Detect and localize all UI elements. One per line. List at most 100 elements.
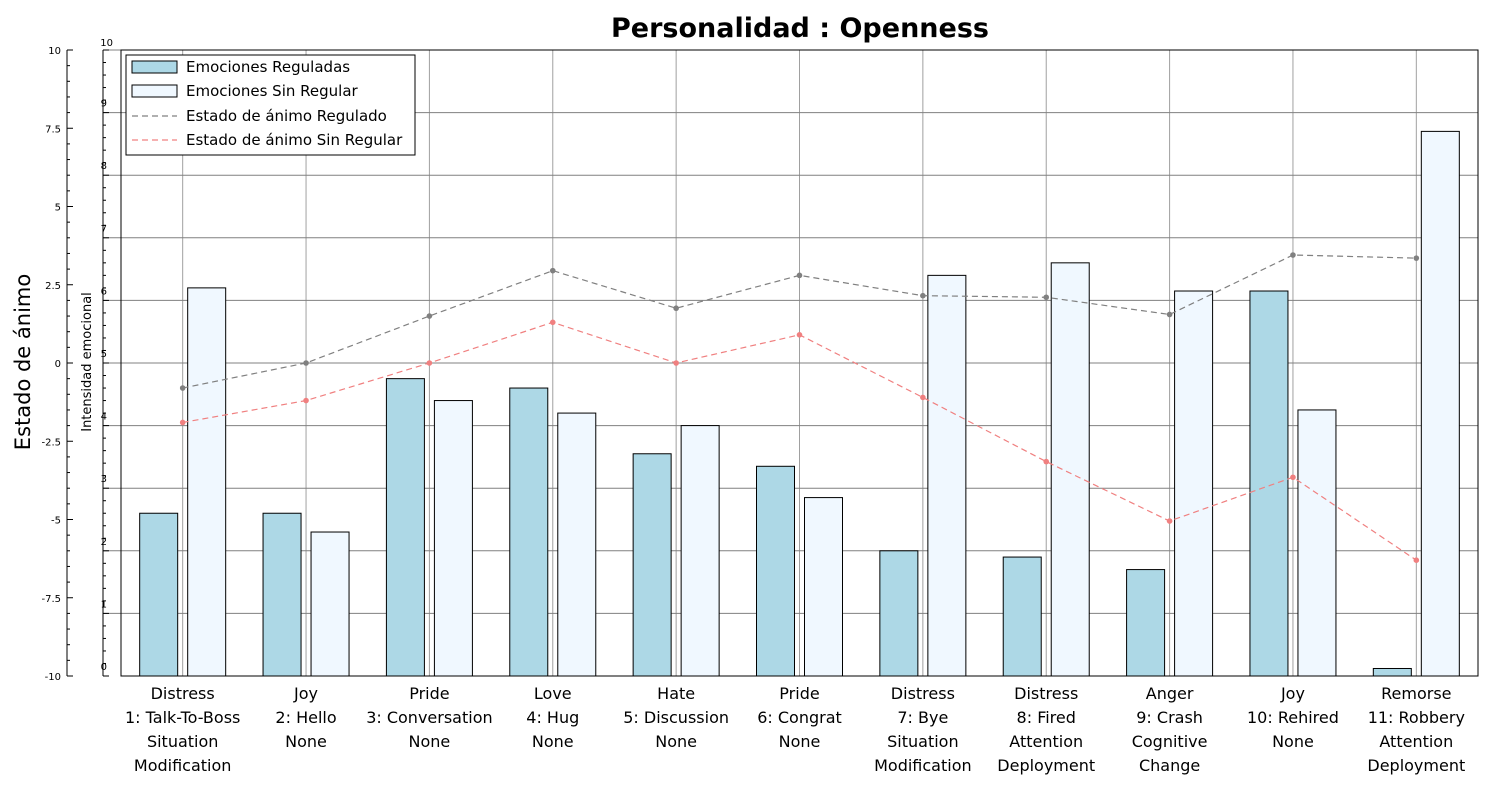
plot-frame — [120, 49, 1479, 677]
mood-unregulated-point — [1290, 474, 1296, 481]
x-category-label: Pride 6: Congrat None — [757, 684, 842, 751]
x-category-label: Joy 10: Rehired None — [1247, 684, 1339, 751]
x-category-label-line: 4: Hug — [526, 708, 579, 727]
x-category-label: Anger 9: Crash Cognitive Change — [1132, 684, 1208, 775]
mood-regulated-point — [1166, 311, 1173, 318]
x-category-label-line: Anger — [1146, 684, 1194, 703]
mood-regulated-point — [549, 267, 556, 274]
mood-unregulated-point — [426, 360, 433, 366]
lines-layer — [179, 252, 1420, 563]
left-tick-label: 10 — [48, 46, 61, 57]
legend-label: Estado de ánimo Regulado — [186, 107, 387, 125]
x-axis-labels: Distress 1: Talk-To-Boss Situation Modifica… — [125, 684, 1465, 775]
unregulated-bar — [557, 412, 597, 677]
unregulated-bar — [1297, 409, 1337, 677]
intensity-tick-label: 10 — [100, 38, 113, 49]
x-category-label-line: Deployment — [997, 756, 1095, 775]
mood-regulated-point — [1413, 255, 1420, 261]
x-category-label-line: Distress — [151, 684, 215, 703]
legend-label: Emociones Sin Regular — [186, 82, 359, 100]
x-category-label-line: Cognitive — [1132, 732, 1208, 751]
x-category-label: Distress 1: Talk-To-Boss Situation Modifica… — [125, 684, 240, 775]
x-category-label-line: None — [409, 732, 451, 751]
mood-unregulated-point — [1166, 518, 1173, 524]
legend-swatch — [131, 60, 178, 74]
chart-title: Personalidad : Openness — [611, 13, 989, 44]
mood-unregulated-point — [303, 397, 309, 404]
x-category-label-line: Joy — [293, 684, 318, 703]
x-category-label-line: None — [1272, 732, 1314, 751]
intensity-tick-label: 4 — [101, 412, 107, 423]
mood-unregulated-point — [796, 332, 803, 338]
x-category-label-line: Modification — [874, 756, 972, 775]
x-category-label-line: Situation — [887, 732, 958, 751]
mood-regulated-point — [1290, 252, 1296, 258]
x-category-label-line: Attention — [1379, 732, 1453, 751]
mood-unregulated-point — [920, 394, 926, 401]
x-category-label-line: Hate — [657, 684, 695, 703]
right-axis-label: Intensidad emocional — [80, 292, 95, 432]
regulated-bar — [1249, 290, 1289, 677]
intensity-tick-label: 5 — [101, 349, 107, 360]
regulated-bar — [385, 378, 425, 677]
x-category-label: Hate 5: Discussion None — [623, 684, 729, 751]
x-category-label-line: 8: Fired — [1017, 708, 1076, 727]
unregulated-bar — [310, 531, 350, 677]
intensity-tick-label: 7 — [101, 224, 107, 235]
x-category-label-line: Pride — [409, 684, 449, 703]
x-category-label-line: Situation — [147, 732, 218, 751]
left-axis-label: Estado de ánimo — [11, 274, 35, 450]
regulated-bar — [756, 465, 795, 677]
x-category-label-line: Change — [1139, 756, 1200, 775]
x-category-label-line: 11: Robbery — [1368, 708, 1465, 727]
x-category-label-line: None — [532, 732, 574, 751]
mood-unregulated-point — [179, 419, 186, 426]
x-category-label-line: Deployment — [1367, 756, 1465, 775]
mood-unregulated-point — [1413, 557, 1420, 563]
bars-layer — [139, 130, 1460, 677]
mood-regulated-point — [1043, 294, 1050, 301]
mood-regulated-point — [303, 360, 309, 366]
x-category-label: Joy 2: Hello None — [275, 684, 336, 751]
x-category-label-line: None — [779, 732, 821, 751]
x-category-label-line: Joy — [1280, 684, 1305, 703]
intensity-tick-label: 3 — [101, 474, 107, 485]
mood-regulated-point — [426, 313, 433, 319]
x-category-label: Distress 7: Bye Situation Modification — [874, 684, 972, 775]
unregulated-bar — [187, 287, 227, 677]
regulated-bar — [509, 387, 549, 677]
x-category-label: Love 4: Hug None — [526, 684, 579, 751]
unregulated-bar — [1174, 290, 1214, 677]
left-tick-label: 0 — [55, 359, 61, 370]
unregulated-bar — [927, 274, 967, 677]
x-category-label-line: Distress — [891, 684, 955, 703]
left-tick-label: -10 — [45, 672, 61, 683]
x-category-label-line: Love — [534, 684, 572, 703]
x-category-label: Distress 8: Fired Attention Deployment — [997, 684, 1095, 775]
legend: Emociones Reguladas Emociones Sin Regular… — [125, 54, 416, 156]
mood-unregulated-point — [1043, 458, 1050, 465]
mood-regulated-point — [920, 292, 926, 299]
mood-regulated-point — [673, 305, 679, 312]
legend-swatch — [131, 84, 178, 98]
regulated-bar — [632, 453, 672, 677]
x-category-label-line: 7: Bye — [897, 708, 948, 727]
regulated-bar — [262, 512, 302, 677]
x-category-label-line: 5: Discussion — [623, 708, 729, 727]
legend-label: Emociones Reguladas — [186, 58, 350, 76]
regulated-bar — [879, 550, 919, 677]
left-tick-label: -2.5 — [41, 437, 61, 448]
x-category-label-line: 10: Rehired — [1247, 708, 1339, 727]
left-tick-label: 5 — [55, 203, 61, 214]
x-category-label-line: 2: Hello — [275, 708, 336, 727]
mood-regulated-point — [179, 385, 186, 391]
x-category-label-line: Remorse — [1381, 684, 1451, 703]
mood-unregulated-point — [549, 319, 556, 326]
left-tick-label: -7.5 — [41, 594, 61, 605]
unregulated-bar — [433, 400, 473, 677]
regulated-bar — [139, 512, 179, 677]
left-tick-label: -5 — [51, 516, 61, 527]
mood-unregulated-point — [673, 360, 679, 366]
